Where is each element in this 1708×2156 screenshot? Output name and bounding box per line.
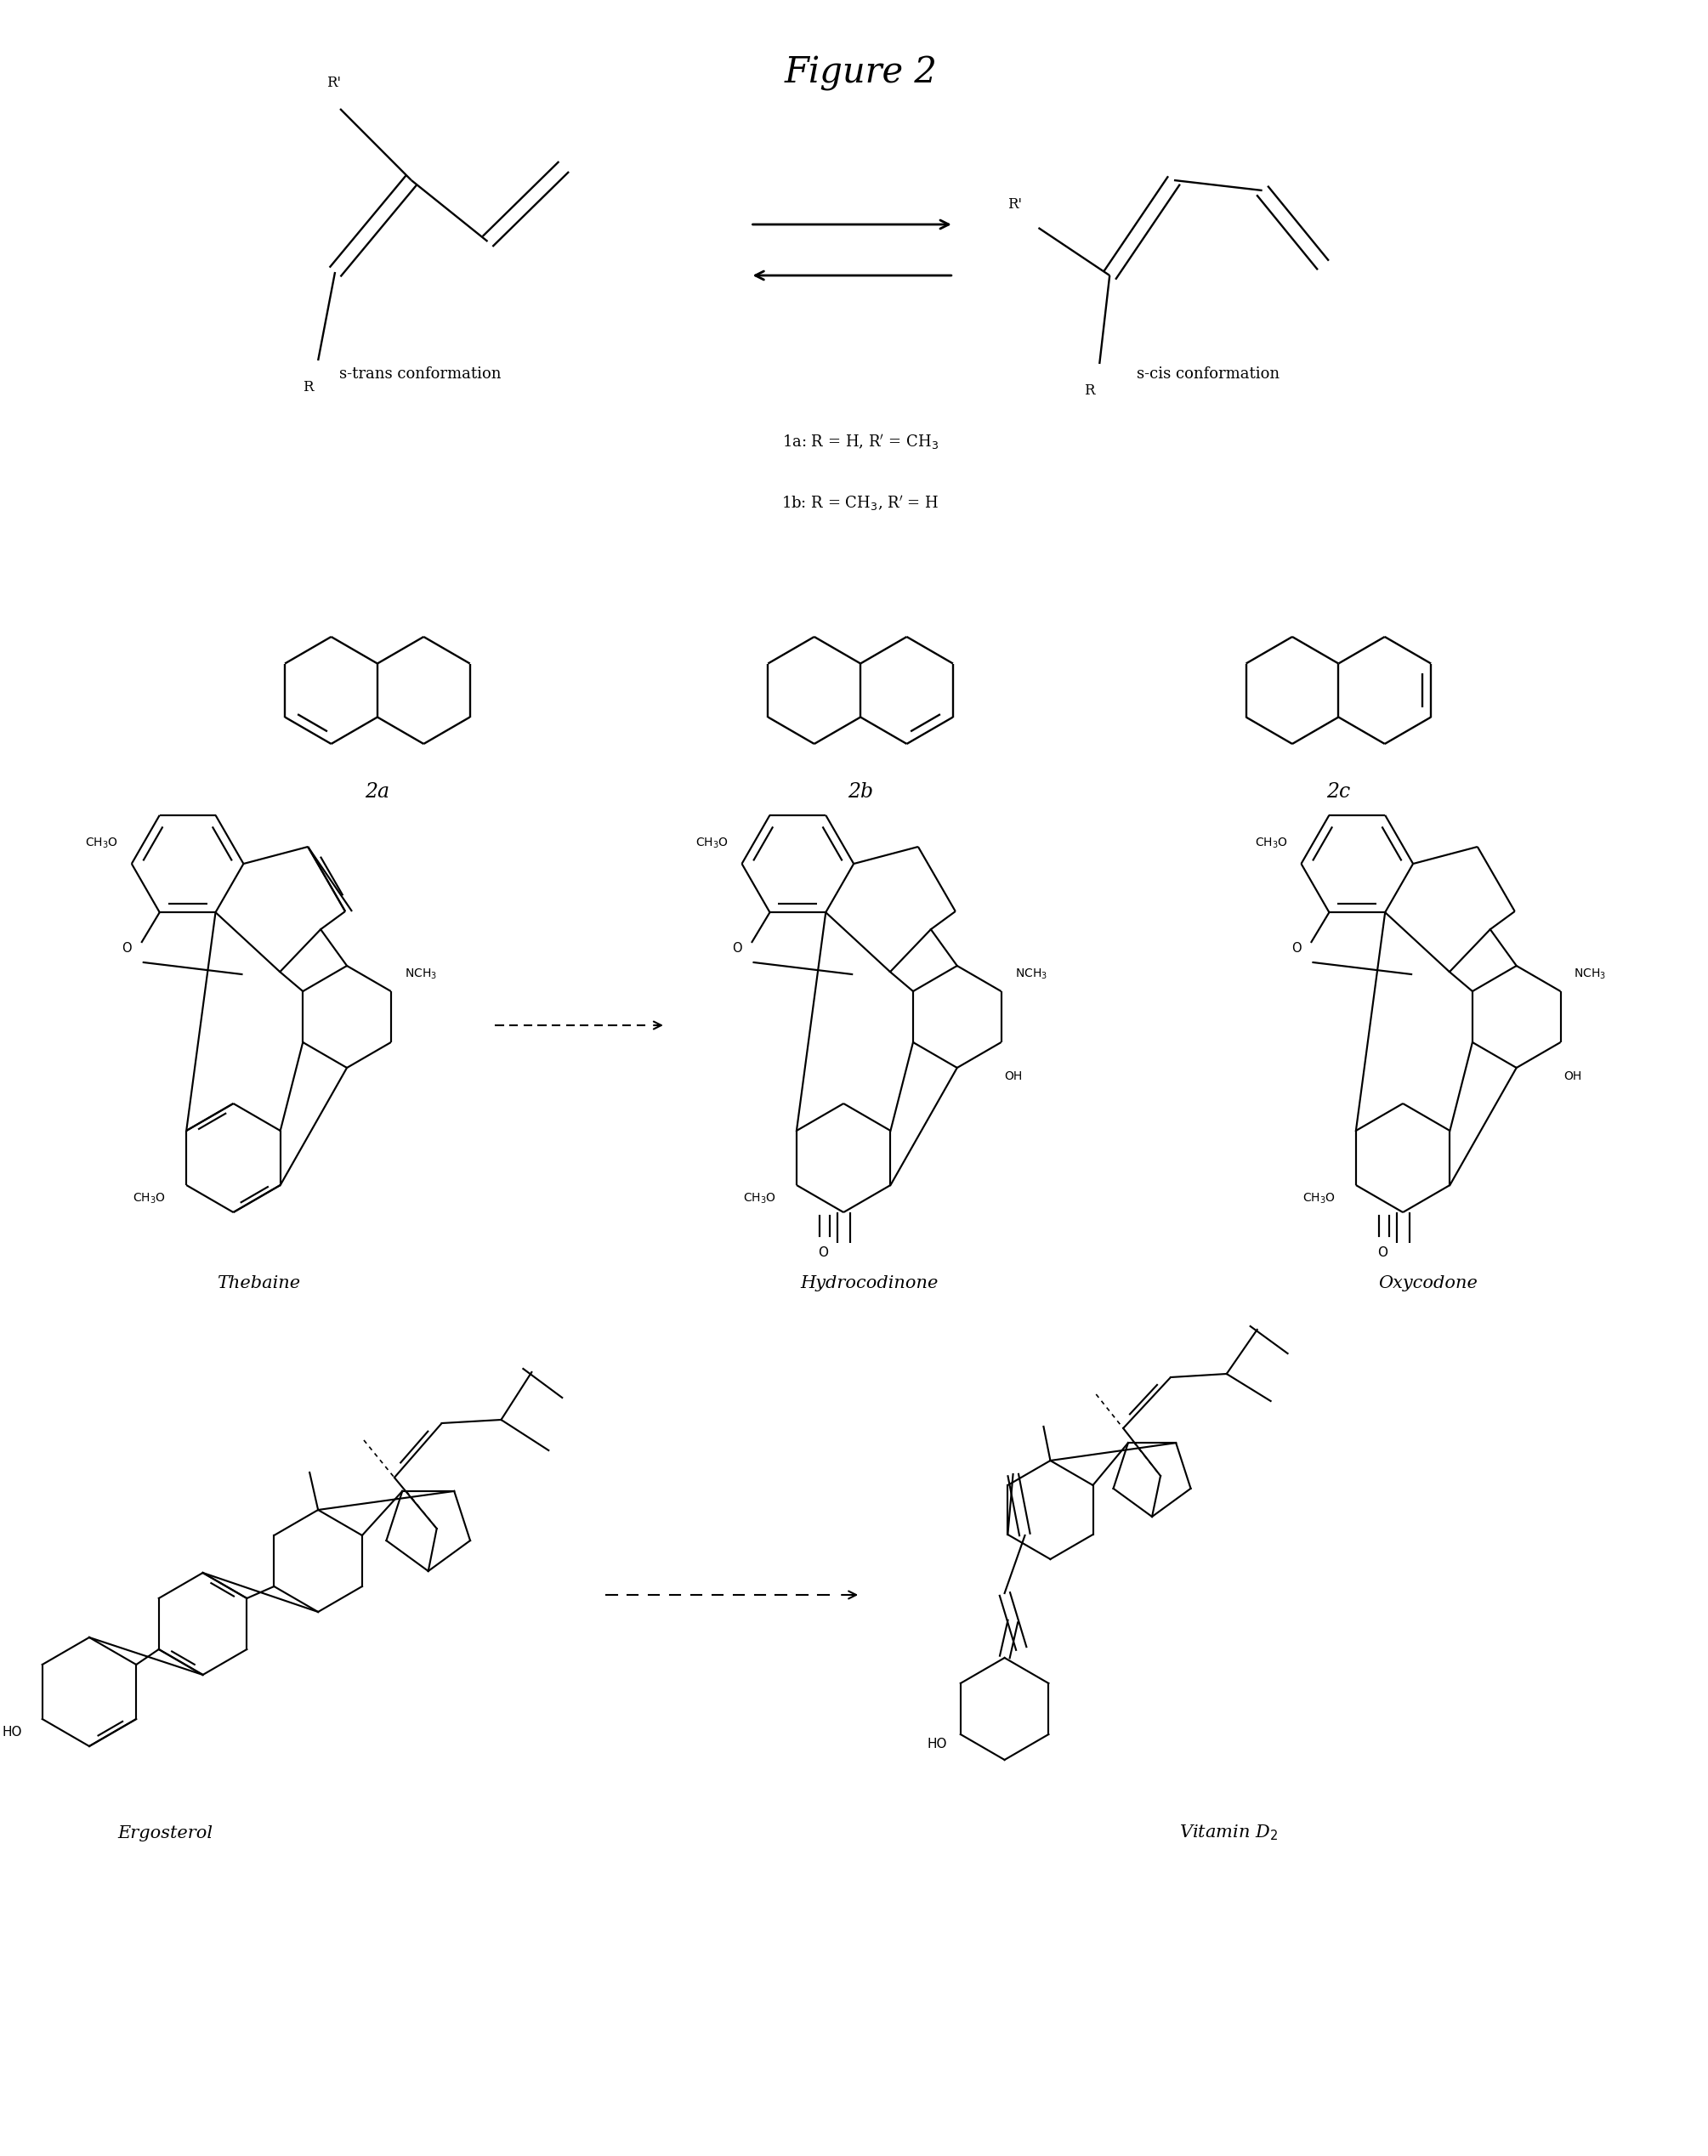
Text: s-cis conformation: s-cis conformation <box>1136 367 1279 382</box>
Text: CH$_3$O: CH$_3$O <box>1254 837 1288 849</box>
Text: O: O <box>121 942 132 955</box>
Text: Thebaine: Thebaine <box>217 1276 301 1291</box>
Text: CH$_3$O: CH$_3$O <box>1303 1192 1336 1205</box>
Text: OH: OH <box>1004 1069 1023 1082</box>
Text: R': R' <box>1008 196 1021 211</box>
Text: Figure 2: Figure 2 <box>784 56 938 91</box>
Text: O: O <box>818 1246 828 1259</box>
Text: R: R <box>302 379 313 395</box>
Text: Oxycodone: Oxycodone <box>1378 1276 1477 1291</box>
Text: R: R <box>1085 384 1095 399</box>
Text: Ergosterol: Ergosterol <box>118 1824 214 1841</box>
Text: R': R' <box>326 75 340 91</box>
Text: HO: HO <box>2 1727 22 1740</box>
Text: CH$_3$O: CH$_3$O <box>695 837 728 849</box>
Text: CH$_3$O: CH$_3$O <box>743 1192 775 1205</box>
Text: O: O <box>1377 1246 1387 1259</box>
Text: O: O <box>731 942 741 955</box>
Text: 2a: 2a <box>366 783 389 802</box>
Text: NCH$_3$: NCH$_3$ <box>1015 968 1047 981</box>
Text: 1b: R = CH$_3$, R$^{\prime}$ = H: 1b: R = CH$_3$, R$^{\prime}$ = H <box>782 494 939 513</box>
Text: NCH$_3$: NCH$_3$ <box>405 968 437 981</box>
Text: Vitamin D$_2$: Vitamin D$_2$ <box>1179 1824 1278 1843</box>
Text: 1a: R = H, R$^{\prime}$ = CH$_3$: 1a: R = H, R$^{\prime}$ = CH$_3$ <box>782 433 939 451</box>
Text: Hydrocodinone: Hydrocodinone <box>799 1276 938 1291</box>
Text: NCH$_3$: NCH$_3$ <box>1575 968 1607 981</box>
Text: CH$_3$O: CH$_3$O <box>133 1192 166 1205</box>
Text: O: O <box>1291 942 1301 955</box>
Text: CH$_3$O: CH$_3$O <box>85 837 118 849</box>
Text: s-trans conformation: s-trans conformation <box>338 367 500 382</box>
Text: OH: OH <box>1565 1069 1582 1082</box>
Text: 2c: 2c <box>1327 783 1351 802</box>
Text: HO: HO <box>927 1738 946 1751</box>
Text: 2b: 2b <box>847 783 873 802</box>
